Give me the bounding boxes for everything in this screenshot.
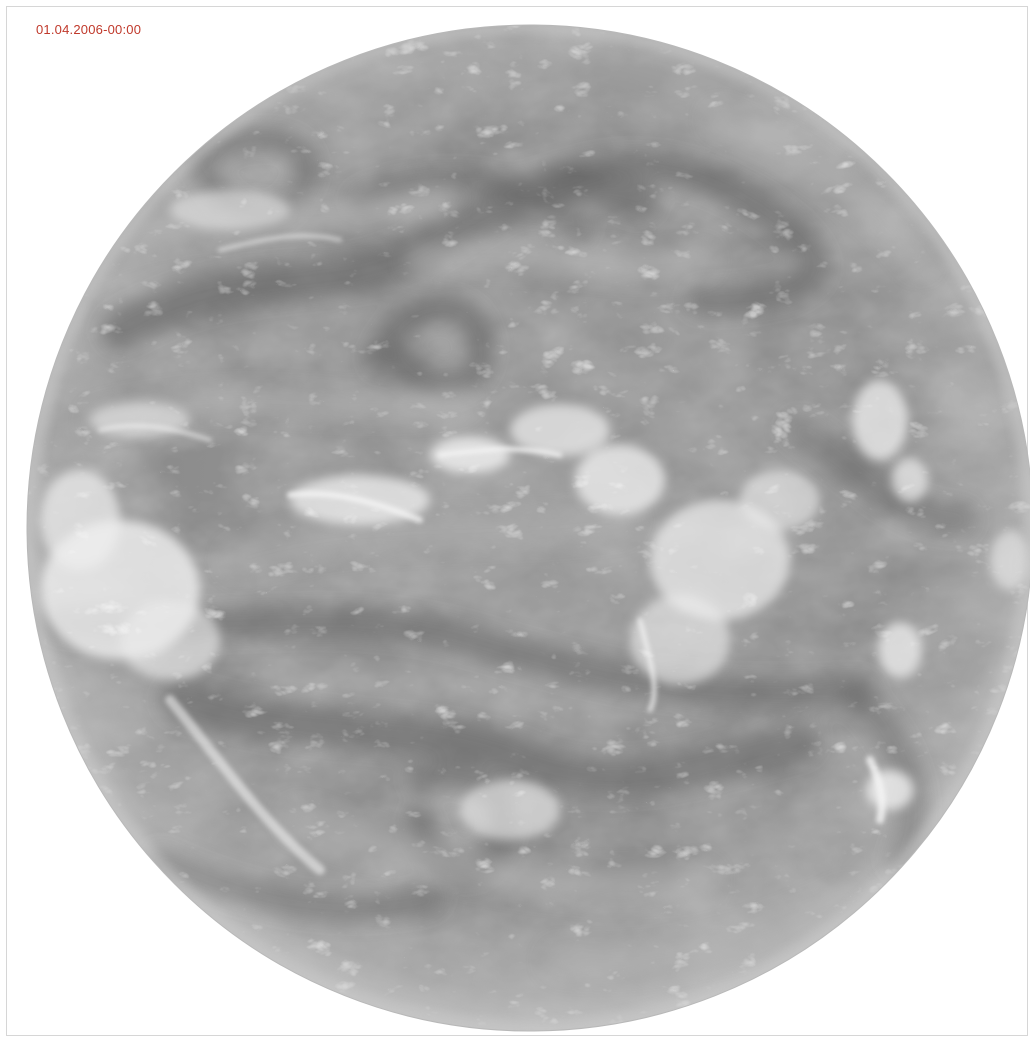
timestamp-label: 01.04.2006-00:00 — [36, 22, 142, 37]
